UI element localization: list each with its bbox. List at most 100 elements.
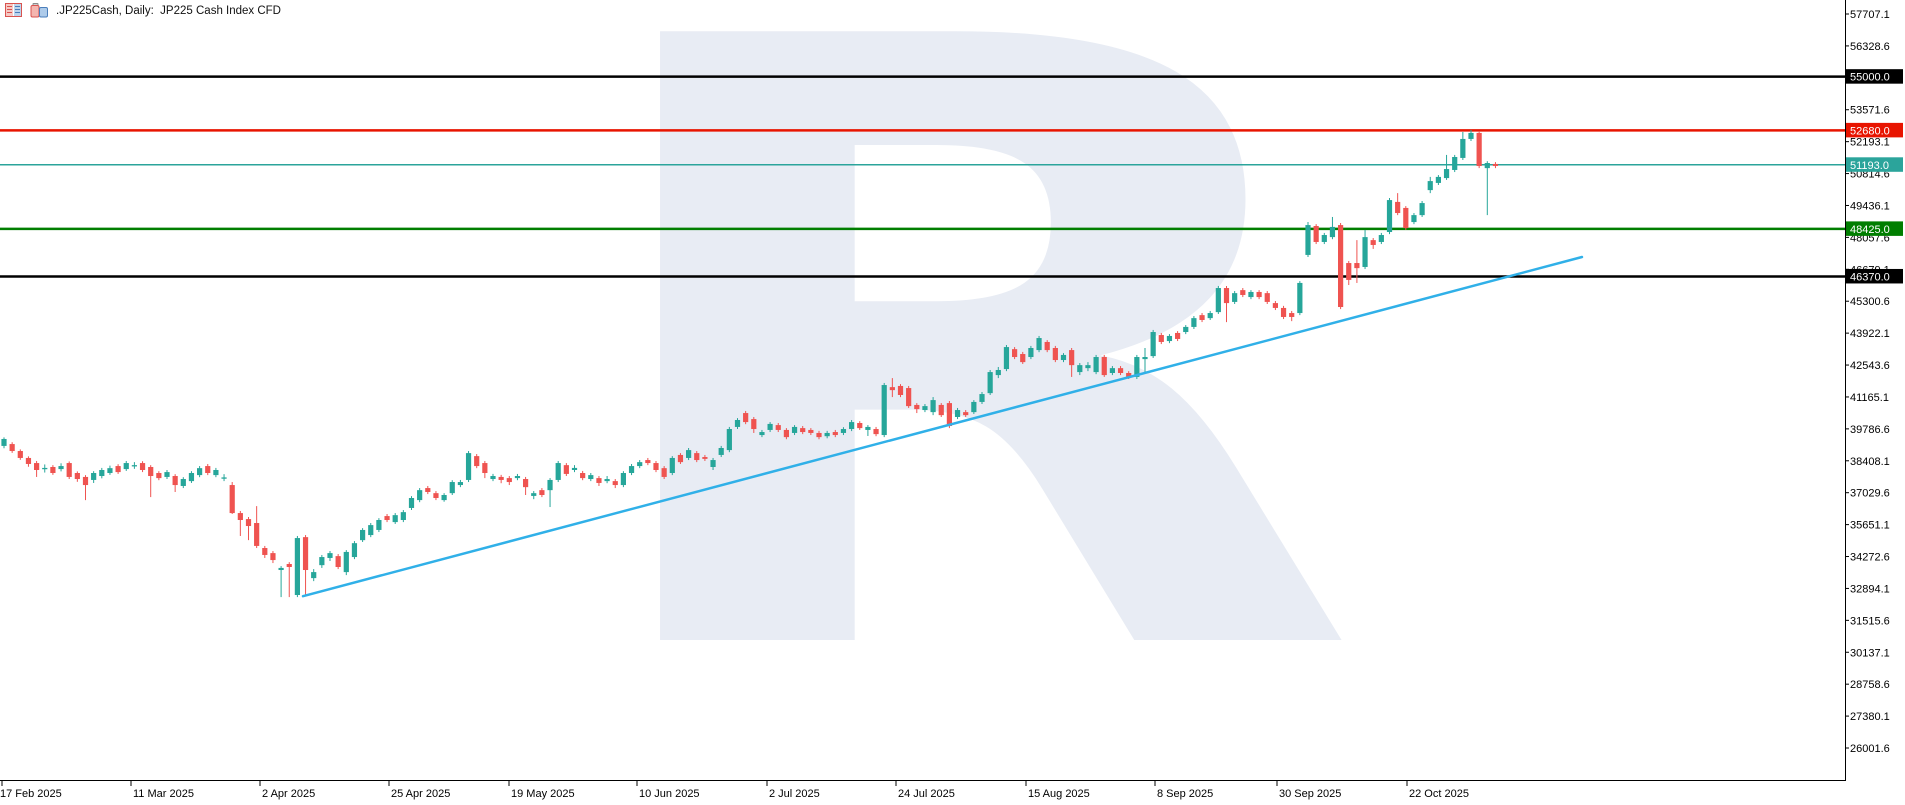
candle-body [563, 465, 569, 474]
candle-body [34, 463, 40, 470]
candle-body [873, 429, 879, 435]
candle [1069, 347, 1075, 377]
candle [392, 513, 398, 524]
price-axis-tick-label: 49436.1 [1850, 200, 1890, 212]
candle-body [262, 548, 268, 555]
candle [563, 463, 569, 477]
candle-body [995, 369, 1001, 376]
candle-body [1117, 368, 1124, 373]
candle [539, 488, 545, 498]
candle [620, 471, 626, 488]
candle [408, 496, 415, 511]
price-level-badge-label: 51193.0 [1850, 160, 1889, 172]
candle [677, 453, 684, 464]
candle [417, 488, 423, 503]
trendline[interactable] [301, 255, 1584, 598]
chart-title-bar: .JP225Cash, Daily: JP225 Cash Index CFD [5, 3, 281, 18]
candle-body [384, 516, 390, 521]
price-level-badge-label: 46370.0 [1850, 271, 1890, 283]
chart-list-icon[interactable] [5, 3, 23, 18]
candle [1435, 175, 1441, 186]
candle [400, 510, 406, 523]
candle-body [213, 469, 219, 476]
candle [205, 463, 211, 476]
candle-body [743, 413, 749, 423]
candle [865, 425, 871, 436]
candle-body [686, 450, 692, 458]
candle [1264, 291, 1270, 305]
candle-body [1313, 225, 1319, 242]
candle-body [539, 490, 545, 496]
candle [1370, 238, 1376, 249]
candle [604, 476, 610, 484]
candle-body [1134, 357, 1140, 377]
candle-body [1280, 307, 1287, 317]
candle-body [180, 479, 186, 486]
candle-body [938, 404, 944, 416]
candle-body [172, 476, 178, 486]
candle [824, 430, 830, 439]
candle-body [392, 515, 398, 523]
candle-body [1346, 263, 1352, 280]
candle-body [1085, 365, 1091, 369]
candle-body [1028, 347, 1034, 358]
price-axis-tick-label: 31515.6 [1850, 615, 1890, 627]
candle [743, 410, 749, 425]
candle-body [294, 538, 300, 596]
candle [734, 418, 741, 430]
candle [1346, 260, 1352, 286]
candle-body [368, 525, 374, 536]
candle-body [1109, 368, 1115, 373]
candle-body [327, 553, 333, 558]
price-level-badge [1846, 221, 1903, 236]
candle [74, 471, 80, 482]
price-level-badge [1846, 268, 1903, 284]
candle-body [115, 466, 121, 473]
candle [1215, 285, 1221, 314]
price-axis[interactable]: 57707.156328.653571.652193.150814.649436… [1845, 9, 1890, 755]
bar-chart-icon[interactable] [30, 3, 49, 18]
candle-body [1362, 237, 1368, 267]
price-level-lines [0, 75, 1845, 278]
candle-body [1150, 332, 1156, 357]
candle-body [164, 472, 170, 477]
candle-body [343, 551, 349, 573]
candle [343, 550, 349, 576]
candle [1191, 316, 1197, 330]
time-axis[interactable]: 17 Feb 2025 11 Mar 2025 2 Apr 2025 25 Apr 2… [0, 781, 1469, 800]
candle [751, 416, 757, 433]
candle-body [1370, 240, 1376, 245]
candle [726, 426, 732, 453]
time-axis-tick-label: 30 Sep 2025 [1279, 788, 1341, 800]
candle-body [849, 422, 855, 430]
candle [180, 477, 186, 489]
candle-body [156, 473, 162, 479]
candle-body [1012, 349, 1018, 358]
candle-body [1003, 347, 1010, 370]
candle-body [1191, 318, 1197, 327]
candle-body [221, 477, 227, 479]
time-axis-tick-label: 17 Feb 2025 [0, 788, 62, 800]
candle-body [669, 457, 675, 474]
candle [849, 419, 855, 432]
candle-body [58, 466, 64, 470]
candle [783, 428, 789, 440]
candle [221, 474, 227, 482]
candle [490, 473, 496, 482]
candle-body [1460, 138, 1466, 158]
candle [1378, 232, 1384, 245]
candle-body [254, 523, 260, 546]
candle [1452, 154, 1458, 173]
price-axis-tick-label: 26001.6 [1850, 743, 1890, 755]
candle-body [278, 567, 284, 571]
candle [172, 474, 178, 492]
candle [1289, 310, 1295, 322]
candle [686, 448, 692, 461]
candle [808, 428, 814, 436]
candle [1028, 345, 1034, 360]
candle [612, 479, 618, 489]
candle [449, 480, 455, 496]
candle [115, 464, 121, 474]
